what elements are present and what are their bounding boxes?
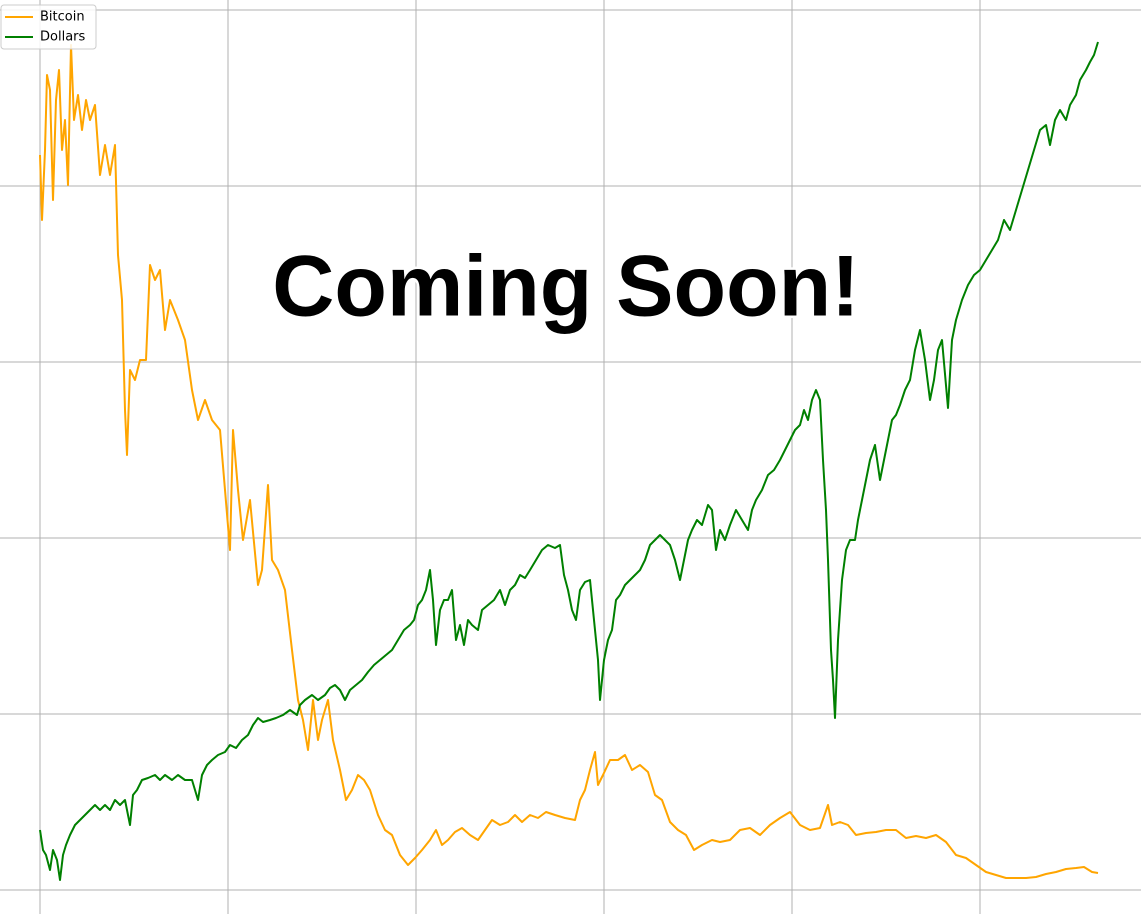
series-line <box>39 41 1099 881</box>
legend-label: Dollars <box>40 30 85 45</box>
legend-label: Bitcoin <box>40 10 85 25</box>
annotation: Coming Soon! <box>272 239 860 335</box>
lines <box>39 41 1099 881</box>
series-line <box>39 44 1099 879</box>
legend: Bitcoin Dollars <box>0 4 97 50</box>
